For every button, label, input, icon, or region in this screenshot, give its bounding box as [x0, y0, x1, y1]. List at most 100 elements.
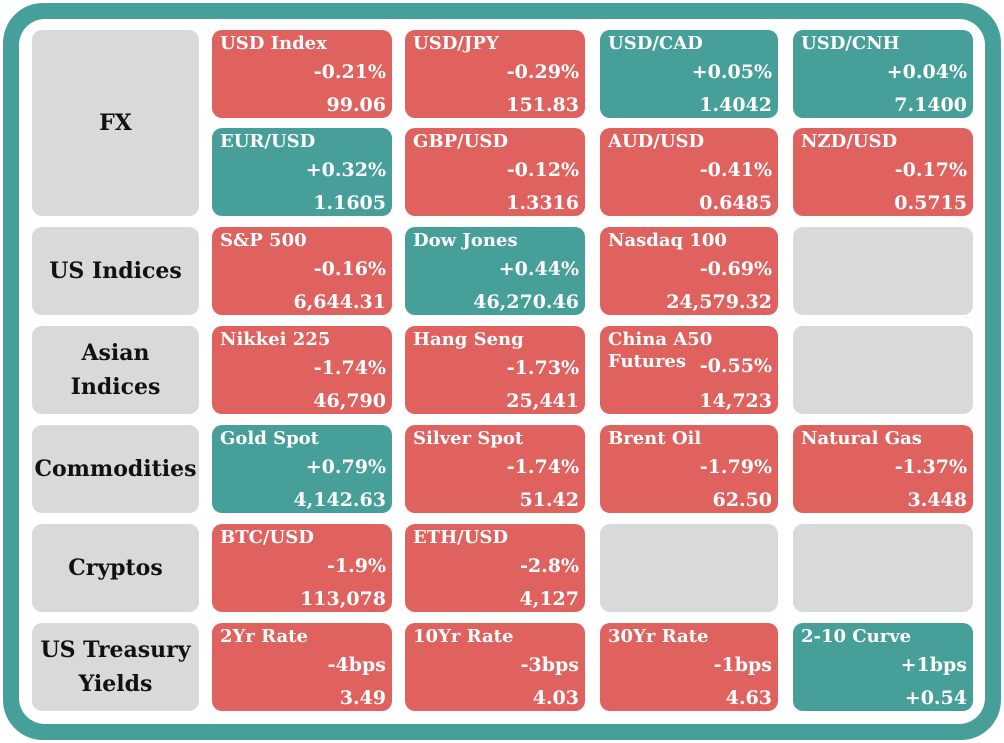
- quote-tile[interactable]: EUR/USD +0.32% 1.1605: [212, 128, 392, 216]
- price-value: 4.03: [532, 687, 579, 709]
- instrument-name: China A50 Futures: [608, 329, 713, 372]
- instrument-name: ETH/USD: [413, 527, 509, 548]
- quote-tile[interactable]: S&P 500 -0.16% 6,644.31: [212, 227, 392, 315]
- price-value: 151.83: [506, 94, 579, 116]
- quote-tile[interactable]: AUD/USD -0.41% 0.6485: [600, 128, 778, 216]
- quote-tile[interactable]: Natural Gas -1.37% 3.448: [793, 425, 973, 513]
- percent-change: -1.37%: [894, 456, 967, 478]
- price-value: 46,790: [313, 390, 386, 412]
- instrument-name: 30Yr Rate: [608, 626, 709, 647]
- percent-change: -0.21%: [313, 61, 386, 83]
- quote-tile[interactable]: USD/JPY -0.29% 151.83: [405, 30, 585, 118]
- price-value: 1.1605: [313, 192, 386, 214]
- instrument-name: 2Yr Rate: [220, 626, 308, 647]
- price-value: 6,644.31: [293, 291, 386, 313]
- dashboard-frame: FX US Indices Asian Indices Commodities Cryp…: [3, 3, 1001, 740]
- empty-tile: [793, 227, 973, 315]
- percent-change: -0.55%: [699, 355, 772, 377]
- quote-tile[interactable]: 30Yr Rate -1bps 4.63: [600, 623, 778, 711]
- instrument-name: USD Index: [220, 33, 327, 54]
- price-value: 3.448: [907, 489, 968, 511]
- quote-tile[interactable]: USD Index -0.21% 99.06: [212, 30, 392, 118]
- price-value: 0.5715: [894, 192, 967, 214]
- market-board: FX US Indices Asian Indices Commodities Cryp…: [19, 19, 985, 724]
- category-label: Cryptos: [32, 524, 199, 612]
- instrument-name: NZD/USD: [801, 131, 898, 152]
- price-value: 4,142.63: [293, 489, 386, 511]
- quote-tile[interactable]: Dow Jones +0.44% 46,270.46: [405, 227, 585, 315]
- category-label: Commodities: [32, 425, 199, 513]
- price-value: 62.50: [712, 489, 773, 511]
- percent-change: -1.9%: [327, 555, 386, 577]
- instrument-name: Brent Oil: [608, 428, 702, 449]
- percent-change: -1.74%: [313, 357, 386, 379]
- price-value: 1.3316: [506, 192, 579, 214]
- percent-change: +0.05%: [691, 61, 772, 83]
- percent-change: +0.79%: [305, 456, 386, 478]
- percent-change: -3bps: [520, 654, 579, 676]
- quote-tile[interactable]: 2-10 Curve +1bps +0.54: [793, 623, 973, 711]
- instrument-name: EUR/USD: [220, 131, 316, 152]
- category-label: Asian Indices: [32, 326, 199, 414]
- price-value: 99.06: [326, 94, 387, 116]
- quote-tile[interactable]: USD/CAD +0.05% 1.4042: [600, 30, 778, 118]
- quote-tile[interactable]: GBP/USD -0.12% 1.3316: [405, 128, 585, 216]
- quote-tile[interactable]: Nikkei 225 -1.74% 46,790: [212, 326, 392, 414]
- empty-tile: [600, 524, 778, 612]
- price-value: 1.4042: [699, 94, 772, 116]
- price-value: 0.6485: [699, 192, 772, 214]
- instrument-name: USD/CNH: [801, 33, 900, 54]
- instrument-name: Hang Seng: [413, 329, 524, 350]
- quote-tile[interactable]: BTC/USD -1.9% 113,078: [212, 524, 392, 612]
- percent-change: -0.17%: [894, 159, 967, 181]
- price-value: +0.54: [904, 687, 967, 709]
- price-value: 3.49: [339, 687, 386, 709]
- quote-tile[interactable]: China A50 Futures -0.55% 14,723: [600, 326, 778, 414]
- instrument-name: Natural Gas: [801, 428, 922, 449]
- instrument-name: Dow Jones: [413, 230, 518, 251]
- quote-tile[interactable]: USD/CNH +0.04% 7.1400: [793, 30, 973, 118]
- percent-change: -4bps: [327, 654, 386, 676]
- quote-tile[interactable]: 2Yr Rate -4bps 3.49: [212, 623, 392, 711]
- percent-change: -0.41%: [699, 159, 772, 181]
- percent-change: -1.74%: [506, 456, 579, 478]
- percent-change: -2.8%: [520, 555, 579, 577]
- percent-change: +0.04%: [886, 61, 967, 83]
- price-value: 7.1400: [894, 94, 967, 116]
- quote-tile[interactable]: NZD/USD -0.17% 0.5715: [793, 128, 973, 216]
- instrument-name: GBP/USD: [413, 131, 509, 152]
- price-value: 4,127: [519, 588, 580, 610]
- percent-change: -0.16%: [313, 258, 386, 280]
- price-value: 4.63: [725, 687, 772, 709]
- empty-tile: [793, 524, 973, 612]
- quote-tile[interactable]: Hang Seng -1.73% 25,441: [405, 326, 585, 414]
- price-value: 25,441: [506, 390, 579, 412]
- quote-tile[interactable]: ETH/USD -2.8% 4,127: [405, 524, 585, 612]
- percent-change: +0.32%: [305, 159, 386, 181]
- instrument-name: BTC/USD: [220, 527, 314, 548]
- instrument-name: USD/JPY: [413, 33, 499, 54]
- instrument-name: 10Yr Rate: [413, 626, 514, 647]
- instrument-name: Gold Spot: [220, 428, 319, 449]
- percent-change: -1bps: [713, 654, 772, 676]
- quote-tile[interactable]: 10Yr Rate -3bps 4.03: [405, 623, 585, 711]
- instrument-name: Nikkei 225: [220, 329, 331, 350]
- quote-tile[interactable]: Nasdaq 100 -0.69% 24,579.32: [600, 227, 778, 315]
- quote-tile[interactable]: Brent Oil -1.79% 62.50: [600, 425, 778, 513]
- percent-change: -0.69%: [699, 258, 772, 280]
- quote-tile[interactable]: Silver Spot -1.74% 51.42: [405, 425, 585, 513]
- price-value: 51.42: [519, 489, 580, 511]
- percent-change: +1bps: [900, 654, 967, 676]
- price-value: 24,579.32: [666, 291, 772, 313]
- category-label: US Indices: [32, 227, 199, 315]
- instrument-name: Silver Spot: [413, 428, 524, 449]
- category-label: US Treasury Yields: [32, 623, 199, 711]
- instrument-name: S&P 500: [220, 230, 307, 251]
- quote-tile[interactable]: Gold Spot +0.79% 4,142.63: [212, 425, 392, 513]
- category-label: FX: [32, 30, 199, 216]
- price-value: 113,078: [300, 588, 386, 610]
- instrument-name: 2-10 Curve: [801, 626, 912, 647]
- price-value: 46,270.46: [473, 291, 579, 313]
- instrument-name: Nasdaq 100: [608, 230, 727, 251]
- instrument-name: USD/CAD: [608, 33, 703, 54]
